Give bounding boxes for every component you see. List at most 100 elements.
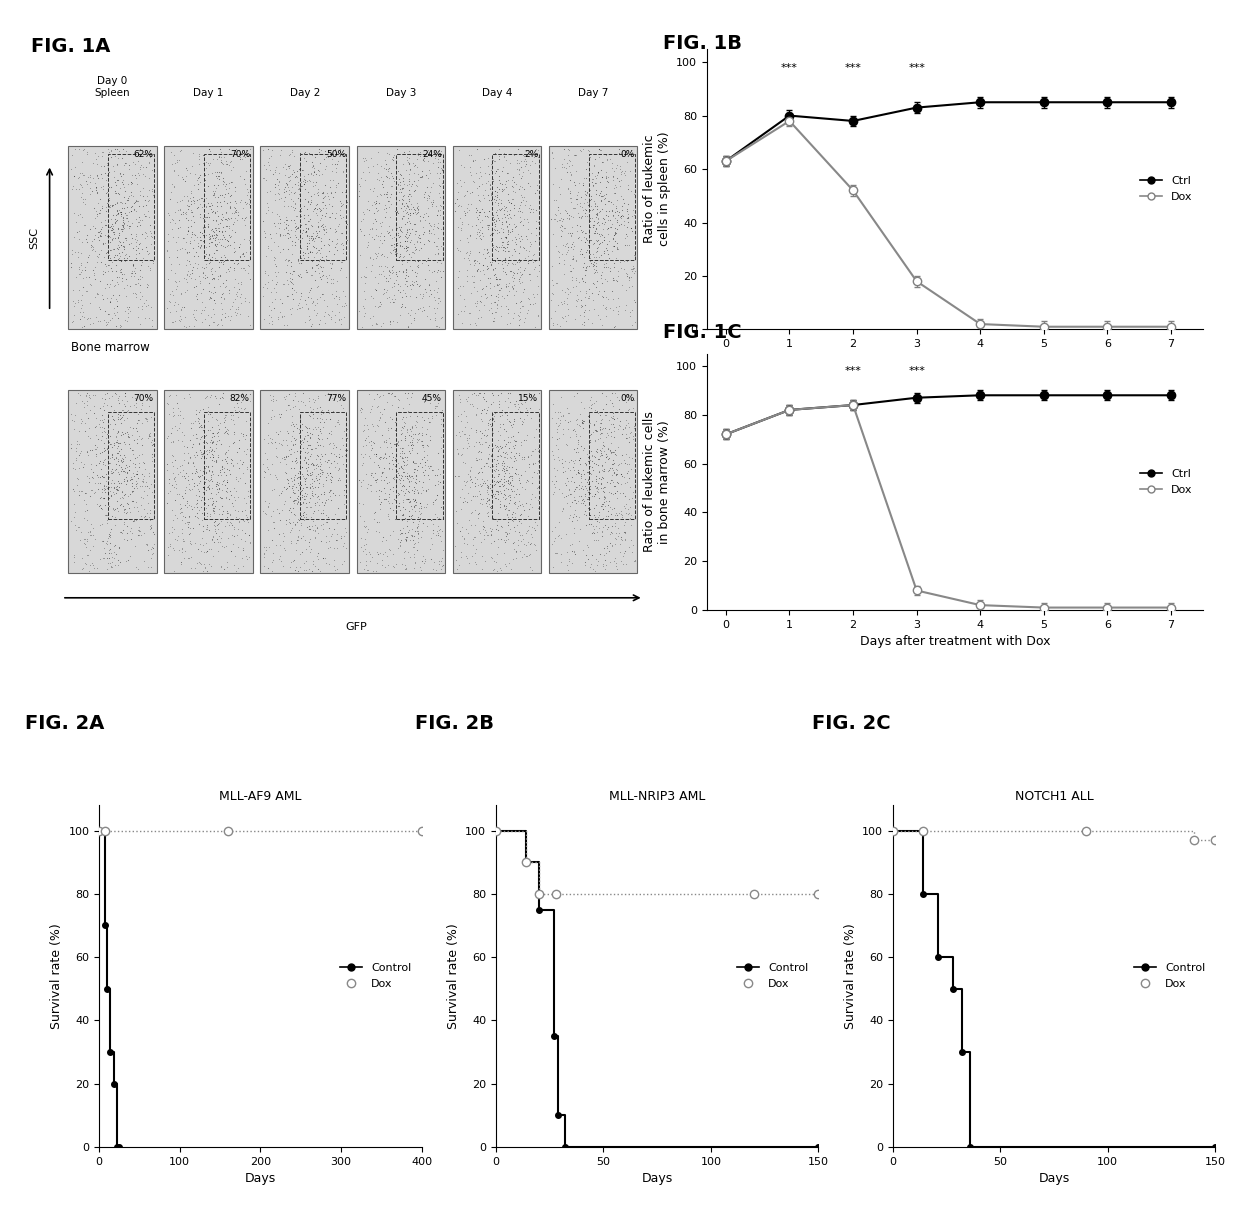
Point <box>590 182 610 201</box>
Point <box>283 482 303 501</box>
Point <box>516 154 536 173</box>
Point <box>305 484 325 504</box>
Y-axis label: Ratio of leukemic
cells in spleen (%): Ratio of leukemic cells in spleen (%) <box>642 132 671 246</box>
Point <box>590 475 610 494</box>
Point <box>528 478 548 498</box>
Point <box>71 255 91 274</box>
Point <box>100 248 120 267</box>
Point <box>165 177 185 196</box>
Point <box>580 148 600 167</box>
Point <box>403 489 423 509</box>
Point <box>588 209 608 228</box>
Point <box>477 525 497 544</box>
Point <box>459 194 479 213</box>
Point <box>508 471 528 490</box>
Point <box>484 560 503 580</box>
Point <box>310 200 330 220</box>
Point <box>192 477 212 497</box>
Point <box>138 226 157 245</box>
Point <box>621 182 641 201</box>
Point <box>619 268 639 288</box>
Point <box>591 478 611 498</box>
Point <box>574 411 594 431</box>
Point <box>450 242 470 261</box>
Point <box>294 553 314 572</box>
Point <box>548 200 568 220</box>
Point <box>407 481 427 500</box>
Point <box>115 228 135 248</box>
Point <box>606 387 626 406</box>
Point <box>211 294 231 314</box>
Point <box>410 558 430 577</box>
Point <box>227 525 247 544</box>
Point <box>596 184 616 204</box>
Point <box>613 547 632 566</box>
Point <box>107 193 126 212</box>
Point <box>393 505 413 525</box>
Point <box>415 550 435 570</box>
Point <box>308 217 327 237</box>
Point <box>93 453 113 472</box>
Point <box>270 453 290 472</box>
Point <box>568 434 588 454</box>
Point <box>284 470 304 489</box>
Point <box>591 423 611 443</box>
Point <box>197 498 217 517</box>
Point <box>503 239 523 259</box>
Point <box>600 523 620 543</box>
Text: ***: *** <box>908 366 925 376</box>
Point <box>192 461 212 481</box>
Point <box>614 251 634 271</box>
Point <box>584 192 604 211</box>
Point <box>485 143 505 162</box>
Point <box>401 160 420 179</box>
Point <box>371 447 391 466</box>
Point <box>417 516 436 536</box>
Point <box>286 418 306 438</box>
Point <box>157 483 177 503</box>
Point <box>325 305 345 325</box>
Point <box>206 386 226 405</box>
Point <box>169 310 188 329</box>
Point <box>309 486 329 505</box>
Point <box>622 483 642 503</box>
Point <box>320 170 340 189</box>
Point <box>404 307 424 327</box>
Point <box>546 237 565 256</box>
Point <box>74 261 94 281</box>
Point <box>543 445 563 465</box>
Point <box>512 188 532 207</box>
Point <box>166 478 186 498</box>
Point <box>396 560 415 580</box>
Point <box>180 518 200 538</box>
Point <box>265 255 285 274</box>
Legend: Control, Dox: Control, Dox <box>1130 959 1210 993</box>
Point <box>484 150 503 170</box>
Point <box>84 436 104 455</box>
Point <box>489 270 508 289</box>
Point <box>337 440 357 460</box>
Point <box>108 239 128 259</box>
Point <box>100 477 120 497</box>
Point <box>466 554 486 573</box>
Point <box>115 467 135 487</box>
Point <box>76 257 95 277</box>
Point <box>281 520 301 539</box>
Point <box>218 139 238 159</box>
Point <box>109 223 129 243</box>
Point <box>520 294 539 314</box>
Point <box>559 189 579 209</box>
Point <box>315 149 335 168</box>
Point <box>355 511 374 531</box>
Point <box>618 204 637 223</box>
Point <box>112 409 131 428</box>
Point <box>396 227 415 246</box>
Point <box>491 492 511 511</box>
Point <box>408 456 428 476</box>
Text: 24%: 24% <box>422 150 443 159</box>
Point <box>188 189 208 209</box>
Point <box>202 478 222 498</box>
Point <box>134 165 154 184</box>
Point <box>124 497 144 516</box>
Point <box>402 314 422 333</box>
